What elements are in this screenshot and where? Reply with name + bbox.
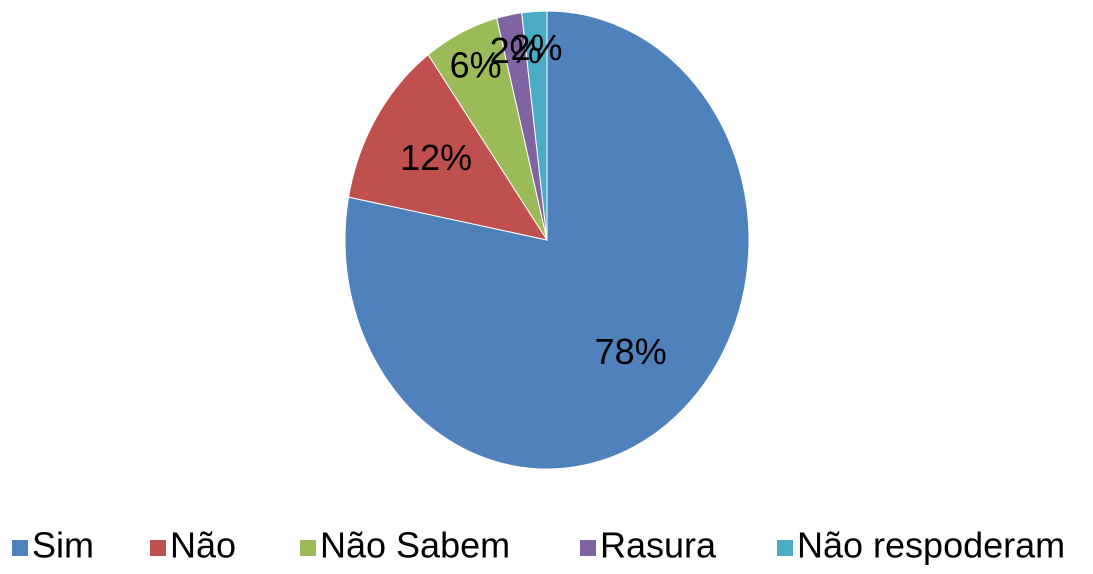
legend-label: Não Sabem bbox=[320, 525, 510, 566]
legend-swatch bbox=[580, 540, 596, 556]
pie-slice bbox=[348, 53, 549, 241]
legend-label: Não respoderam bbox=[797, 525, 1065, 566]
pie-slice bbox=[521, 10, 548, 241]
legend-swatch bbox=[300, 540, 316, 556]
legend-swatch bbox=[150, 540, 166, 556]
legend-swatch bbox=[777, 540, 793, 556]
legend-label: Não bbox=[170, 525, 236, 566]
data-label: 6% bbox=[450, 45, 502, 86]
data-label: 78% bbox=[595, 331, 667, 372]
data-label: 2% bbox=[490, 30, 542, 71]
legend-label: Sim bbox=[32, 525, 94, 566]
legend-label: Rasura bbox=[600, 525, 717, 566]
data-label: 12% bbox=[400, 137, 472, 178]
legend-swatch bbox=[12, 540, 28, 556]
data-label: 2% bbox=[510, 27, 562, 68]
